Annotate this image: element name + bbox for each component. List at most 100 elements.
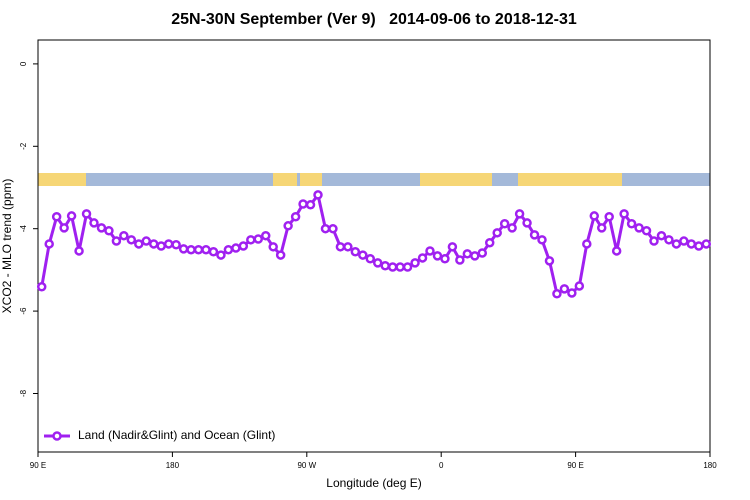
x-tick-label: 90 E [30,461,46,470]
data-point [574,281,585,291]
data-point [395,262,405,272]
data-point [552,289,562,299]
data-point [694,241,704,251]
y-axis-label: XCO2 - MLO trend (ppm) [0,179,14,314]
data-point [74,246,84,256]
y-tick-label: -4 [19,225,28,233]
data-point [313,190,323,200]
data-point [163,239,174,249]
data-point [290,211,301,222]
x-tick-label: 90 E [567,461,583,470]
data-point [596,223,607,233]
data-point [89,218,99,228]
data-point [156,241,166,251]
data-point [141,236,152,246]
y-tick-label: -6 [19,307,28,315]
data-point [567,288,577,298]
legend-label: Land (Nadir&Glint) and Ocean (Glint) [78,428,275,442]
data-point [193,244,204,255]
data-point [641,226,652,236]
data-point [178,244,189,254]
data-point [604,211,614,222]
data-point [81,209,92,219]
data-point [380,261,390,271]
data-point [275,250,286,260]
data-point [223,244,234,255]
data-point [440,254,450,264]
x-tick-label: 180 [703,461,717,470]
data-point [148,239,159,249]
data-point [559,284,570,294]
data-point [686,239,697,249]
data-point [171,240,181,250]
data-point [649,236,659,246]
data-point [96,223,107,233]
data-point [59,223,69,233]
y-tick-label: 0 [19,61,28,66]
data-point [260,230,271,241]
data-point [484,237,495,248]
data-point [656,230,667,241]
x-tick-label: 180 [166,461,180,470]
data-point [253,234,264,244]
data-point [671,239,682,249]
x-axis-label: Longitude (deg E) [326,476,421,490]
data-point [529,230,540,240]
chart-title: 25N-30N September (Ver 9) 2014-09-06 to … [171,11,577,28]
data-point [358,250,368,260]
data-point [134,239,144,249]
data-point [44,239,54,249]
data-point [246,235,256,245]
data-point [462,249,473,259]
data-point [328,223,338,234]
data-point [514,209,525,219]
data-point [387,262,398,272]
data-point [238,241,249,251]
data-point [410,258,420,268]
data-point [335,242,346,252]
data-point [305,200,316,210]
data-point [679,236,689,246]
data-point [634,223,644,233]
data-point [417,253,428,263]
data-point [36,282,47,292]
data-point [216,250,226,260]
data-point [208,247,219,257]
data-point [582,239,592,249]
data-point [611,246,622,256]
data-point [447,242,458,252]
data-point [126,235,137,245]
data-point [664,235,674,245]
data-point [544,256,555,266]
data-point [283,221,293,231]
data-point [201,244,211,255]
data-point [298,199,308,209]
data-point [231,243,241,253]
data-point [119,230,129,241]
data-point [432,251,443,261]
y-tick-label: -8 [19,389,28,397]
data-point [186,244,196,255]
data-point [507,223,517,233]
data-point [104,226,114,236]
data-point [626,219,637,229]
legend-marker [52,431,62,441]
data-point [402,262,413,272]
land-strip [38,173,710,186]
data-point [111,236,122,246]
data-point [589,211,600,221]
data-point [477,248,488,258]
data-point [455,255,465,265]
data-point [425,246,435,256]
data-point [372,258,383,268]
data-point [470,251,480,261]
data-point [365,254,376,264]
data-point [51,211,62,222]
data-point [66,211,77,221]
x-tick-label: 0 [439,461,444,470]
data-point [537,235,547,245]
data-point [522,218,532,228]
y-tick-label: -2 [19,142,28,150]
data-point [343,242,353,252]
